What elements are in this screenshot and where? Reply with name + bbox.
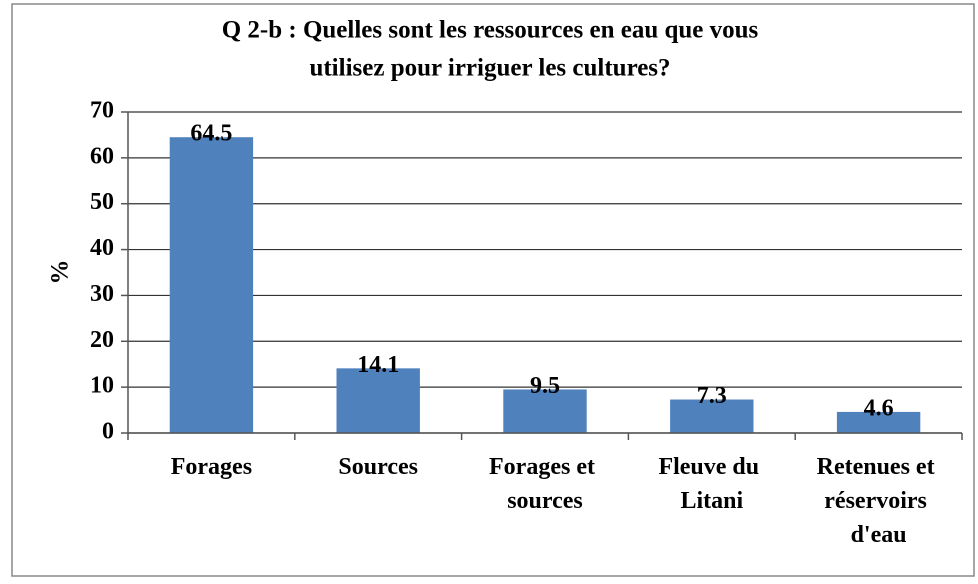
x-tick-label: Retenues et réservoirs d'eau (817, 454, 941, 548)
y-tick-label: 30 (90, 281, 114, 307)
y-tick-label: 50 (90, 189, 114, 215)
bar (836, 411, 921, 433)
data-label: 14.1 (357, 352, 399, 378)
bar (503, 389, 587, 433)
y-tick-label: 0 (102, 419, 114, 445)
y-tick-label: 70 (90, 98, 114, 124)
bar (336, 368, 420, 433)
x-tick-label: Forages (171, 454, 252, 480)
data-label: 4.6 (864, 395, 894, 421)
bar (670, 399, 754, 433)
chart-title: Q 2-b : Quelles sont les ressources en e… (222, 17, 759, 44)
y-axis-label: % (47, 260, 74, 285)
y-tick-label: 20 (90, 327, 114, 353)
y-tick-label: 10 (90, 373, 114, 399)
x-tick-label: Forages et sources (489, 454, 601, 514)
y-tick-label: 40 (90, 235, 114, 261)
bar (169, 137, 254, 433)
chart-title: utilisez pour irriguer les cultures? (309, 55, 670, 82)
data-label: 7.3 (697, 383, 727, 409)
data-label: 64.5 (190, 121, 232, 147)
data-label: 9.5 (530, 373, 560, 399)
x-tick-label: Sources (338, 454, 418, 480)
y-tick-label: 60 (90, 143, 114, 169)
x-tick-label: Fleuve du Litani (658, 454, 765, 514)
